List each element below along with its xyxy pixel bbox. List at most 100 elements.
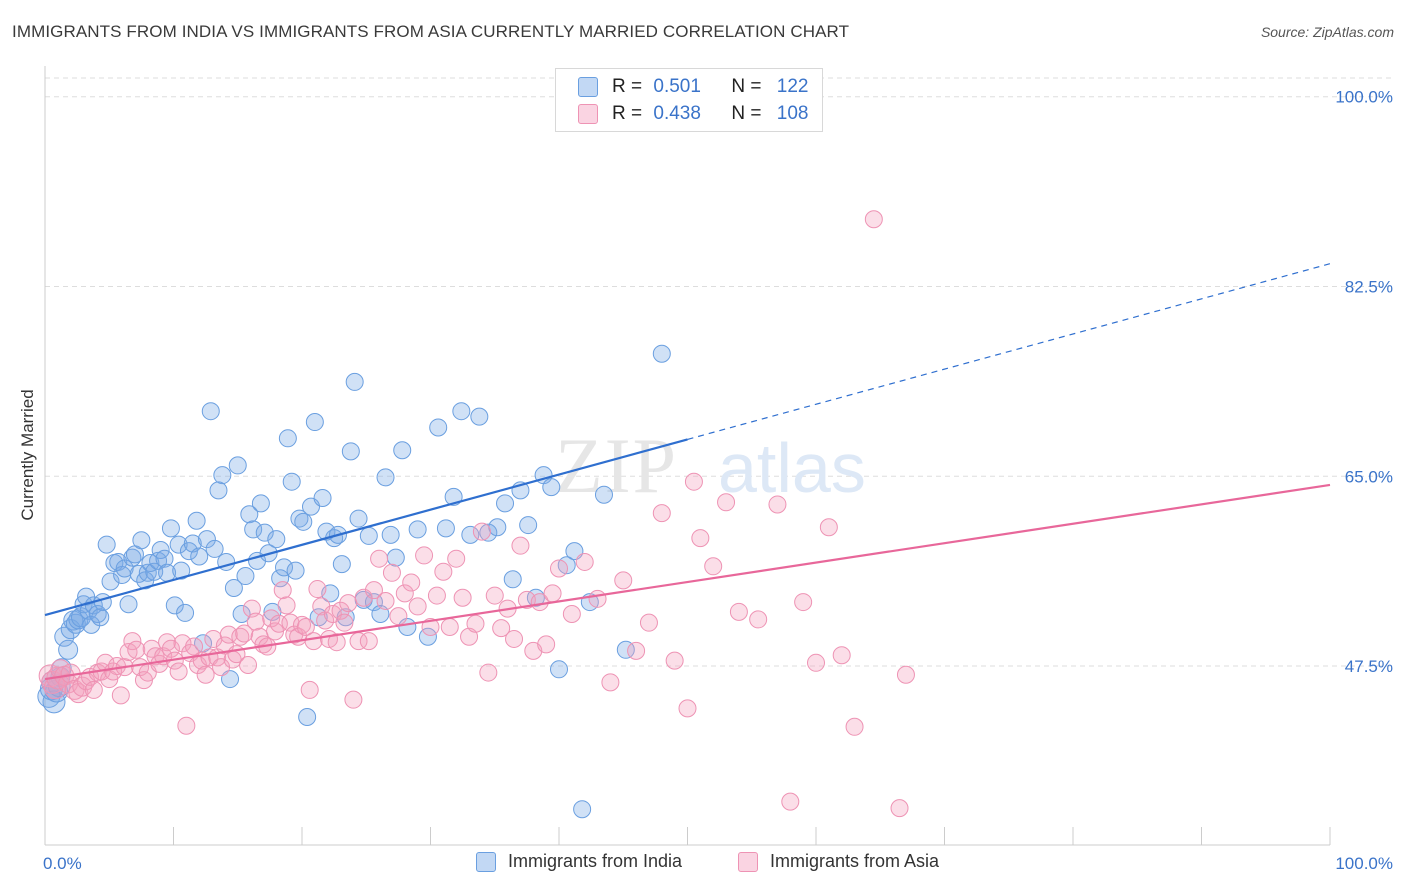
asia-point xyxy=(389,607,408,626)
india-point xyxy=(251,494,270,513)
legend-item-india: Immigrants from India xyxy=(476,851,682,872)
asia-point xyxy=(678,699,697,718)
asia-point xyxy=(845,717,864,736)
asia-point xyxy=(588,589,607,608)
asia-point xyxy=(277,596,296,615)
asia-point xyxy=(460,627,479,646)
asia-point xyxy=(434,562,453,581)
india-point xyxy=(183,534,202,553)
india-point xyxy=(408,520,427,539)
india-point xyxy=(470,407,489,426)
india-point xyxy=(550,660,568,679)
asia-point xyxy=(427,586,446,605)
india-point xyxy=(88,605,107,623)
legend-n-label: N = xyxy=(731,76,767,97)
india-point xyxy=(298,708,317,727)
india-point xyxy=(452,402,471,421)
asia-point xyxy=(479,663,498,682)
asia-point xyxy=(177,716,196,735)
y-tick-label: 82.5% xyxy=(1345,277,1393,296)
india-point xyxy=(436,519,455,538)
india-point xyxy=(97,535,116,554)
india-point xyxy=(341,442,360,461)
india-point xyxy=(479,523,498,542)
asia-point xyxy=(421,618,440,637)
asia-point xyxy=(364,581,383,600)
india-point xyxy=(201,402,220,421)
india-point xyxy=(213,466,232,485)
asia-point xyxy=(173,634,192,653)
stats-legend: R = 0.501 N = 122 R = 0.438 N = 108 xyxy=(555,68,823,132)
asia-point xyxy=(627,641,646,660)
asia-point xyxy=(269,614,288,633)
india-point xyxy=(275,558,294,577)
x-tick-label-end: 100.0% xyxy=(1335,854,1393,873)
india-point xyxy=(244,520,263,539)
asia-point xyxy=(273,581,292,600)
india-point xyxy=(286,561,305,580)
asia-point xyxy=(296,618,315,637)
india-point xyxy=(232,605,251,623)
asia-point xyxy=(652,504,671,523)
axis-layer xyxy=(44,66,1331,846)
asia-point xyxy=(402,573,421,592)
india-point xyxy=(145,562,164,581)
india-point xyxy=(155,549,174,568)
asia-point xyxy=(511,536,530,555)
asia-point xyxy=(235,624,254,643)
india-point xyxy=(359,526,378,545)
india-point xyxy=(101,572,120,591)
asia-point xyxy=(485,586,504,605)
india-point xyxy=(345,372,364,391)
asia-trend-line xyxy=(44,483,1331,681)
asia-point xyxy=(819,518,838,537)
y-tick-label: 65.0% xyxy=(1345,467,1393,486)
asia-point xyxy=(543,584,562,603)
india-trend-line xyxy=(44,438,688,617)
india-point xyxy=(386,548,405,567)
india-point xyxy=(542,478,561,497)
india-point xyxy=(305,413,324,432)
india-point xyxy=(282,472,301,491)
asia-point xyxy=(169,662,188,681)
asia-point xyxy=(492,619,511,638)
india-point xyxy=(278,429,297,448)
india-point xyxy=(132,531,151,550)
asia-point xyxy=(614,571,633,590)
asia-point xyxy=(408,597,427,616)
india-point xyxy=(393,441,412,460)
asia-point xyxy=(161,639,180,658)
legend-r-label: R = xyxy=(612,103,648,124)
asia-point xyxy=(246,612,265,631)
asia-point xyxy=(729,602,748,621)
asia-point xyxy=(453,588,472,607)
india-point xyxy=(376,468,395,487)
india-point xyxy=(221,670,240,689)
india-point xyxy=(503,570,522,589)
asia-point xyxy=(896,665,915,684)
india-point xyxy=(349,509,368,528)
india-point xyxy=(496,494,515,513)
asia-point xyxy=(127,640,146,659)
legend-swatch-asia xyxy=(738,851,758,872)
chart-title: IMMIGRANTS FROM INDIA VS IMMIGRANTS FROM… xyxy=(12,22,850,41)
asia-point xyxy=(794,593,813,612)
asia-point xyxy=(304,632,323,651)
asia-point xyxy=(331,601,350,620)
india-point xyxy=(519,516,538,535)
asia-series-points xyxy=(38,210,915,818)
asia-point xyxy=(440,618,459,637)
india-point xyxy=(151,541,170,560)
india-point xyxy=(123,548,142,567)
legend-swatch-asia xyxy=(578,104,598,124)
india-point xyxy=(381,525,400,544)
india-point xyxy=(573,800,592,819)
asia-point xyxy=(339,594,358,613)
india-point xyxy=(461,525,480,544)
india-point xyxy=(294,512,313,531)
legend-n-label: N = xyxy=(731,103,767,124)
india-point xyxy=(187,511,206,530)
asia-point xyxy=(316,611,335,630)
india-point xyxy=(271,569,290,588)
y-tick-labels: 47.5% 65.0% 82.5% 100.0% xyxy=(1335,88,1393,676)
